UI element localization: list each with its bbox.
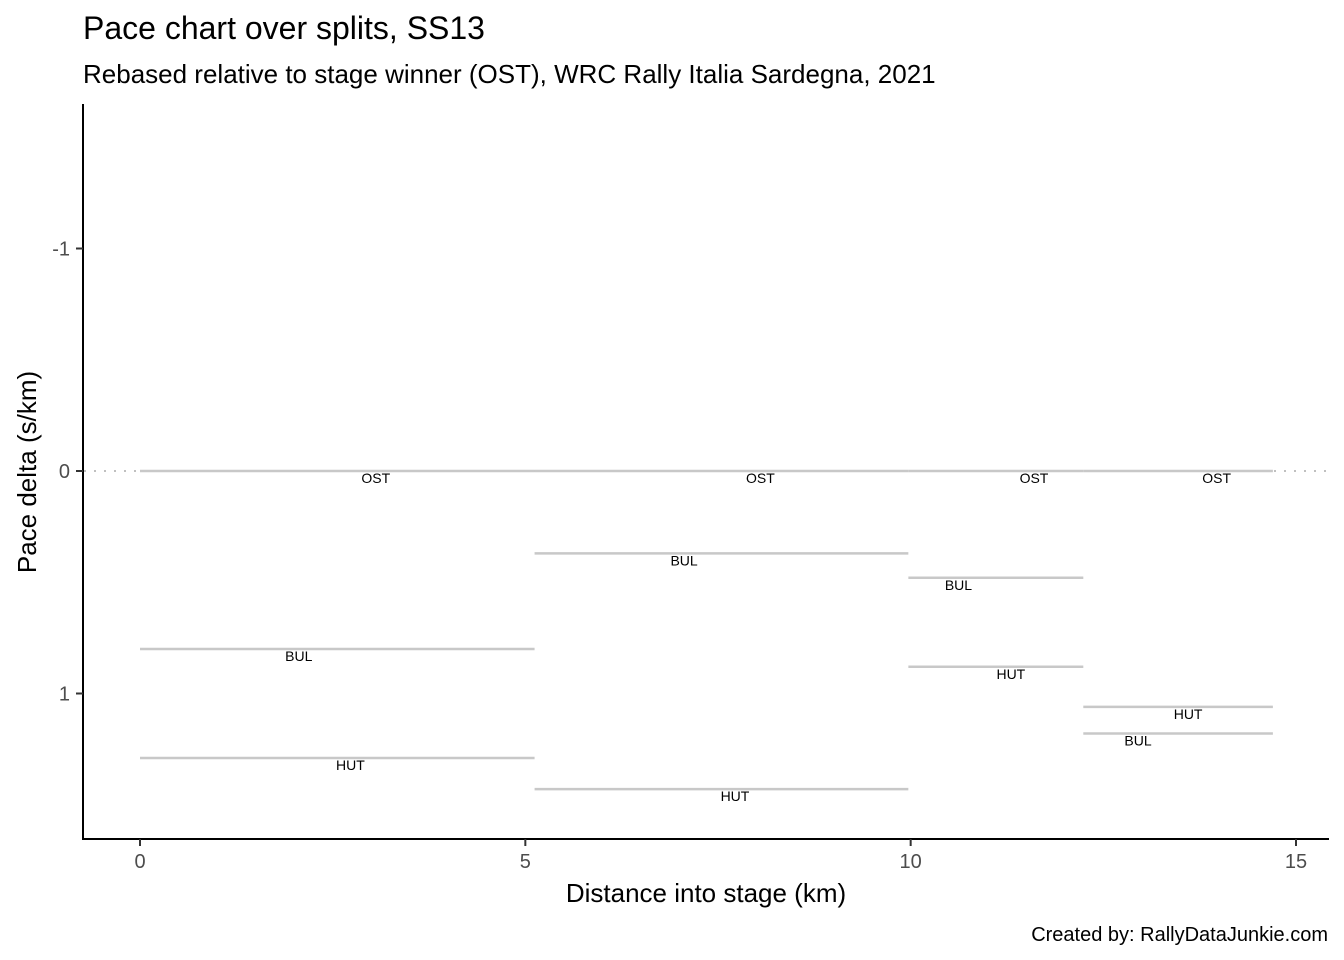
x-tick-label: 10 <box>900 851 922 873</box>
x-tick-label: 5 <box>520 851 531 873</box>
segment-label-hut-10: HUT <box>996 666 1025 682</box>
x-tick-label: 15 <box>1285 851 1307 873</box>
segment-label-bul-7: BUL <box>1124 733 1151 749</box>
y-tick-label: 1 <box>59 684 70 706</box>
segment-label-bul-4: BUL <box>285 648 312 664</box>
chart-subtitle: Rebased relative to stage winner (OST), … <box>83 59 936 89</box>
x-axis-title: Distance into stage (km) <box>566 878 846 908</box>
x-tick-label: 0 <box>134 851 145 873</box>
segment-label-ost-0: OST <box>361 470 390 486</box>
segment-label-bul-6: BUL <box>945 577 972 593</box>
x-axis-ticks: 0 5 10 15 <box>134 839 1307 873</box>
plot-area: OST OST OST OST BUL BUL BUL BUL HUT HUT HUT HUT <box>84 469 1328 804</box>
segment-label-hut-9: HUT <box>721 788 750 804</box>
y-tick-label: 0 <box>59 461 70 483</box>
segment-label-ost-1: OST <box>746 470 775 486</box>
chart-caption: Created by: RallyDataJunkie.com <box>1031 924 1328 946</box>
segment-label-hut-8: HUT <box>336 757 365 773</box>
segment-label-ost-3: OST <box>1202 470 1231 486</box>
segment-label-bul-5: BUL <box>670 552 697 568</box>
chart-title: Pace chart over splits, SS13 <box>83 10 485 46</box>
y-tick-label: -1 <box>52 239 70 261</box>
y-axis-title: Pace delta (s/km) <box>12 371 42 573</box>
y-axis-ticks: -1 0 1 <box>52 239 83 706</box>
segment-label-hut-11: HUT <box>1174 706 1203 722</box>
segment-label-ost-2: OST <box>1020 470 1049 486</box>
